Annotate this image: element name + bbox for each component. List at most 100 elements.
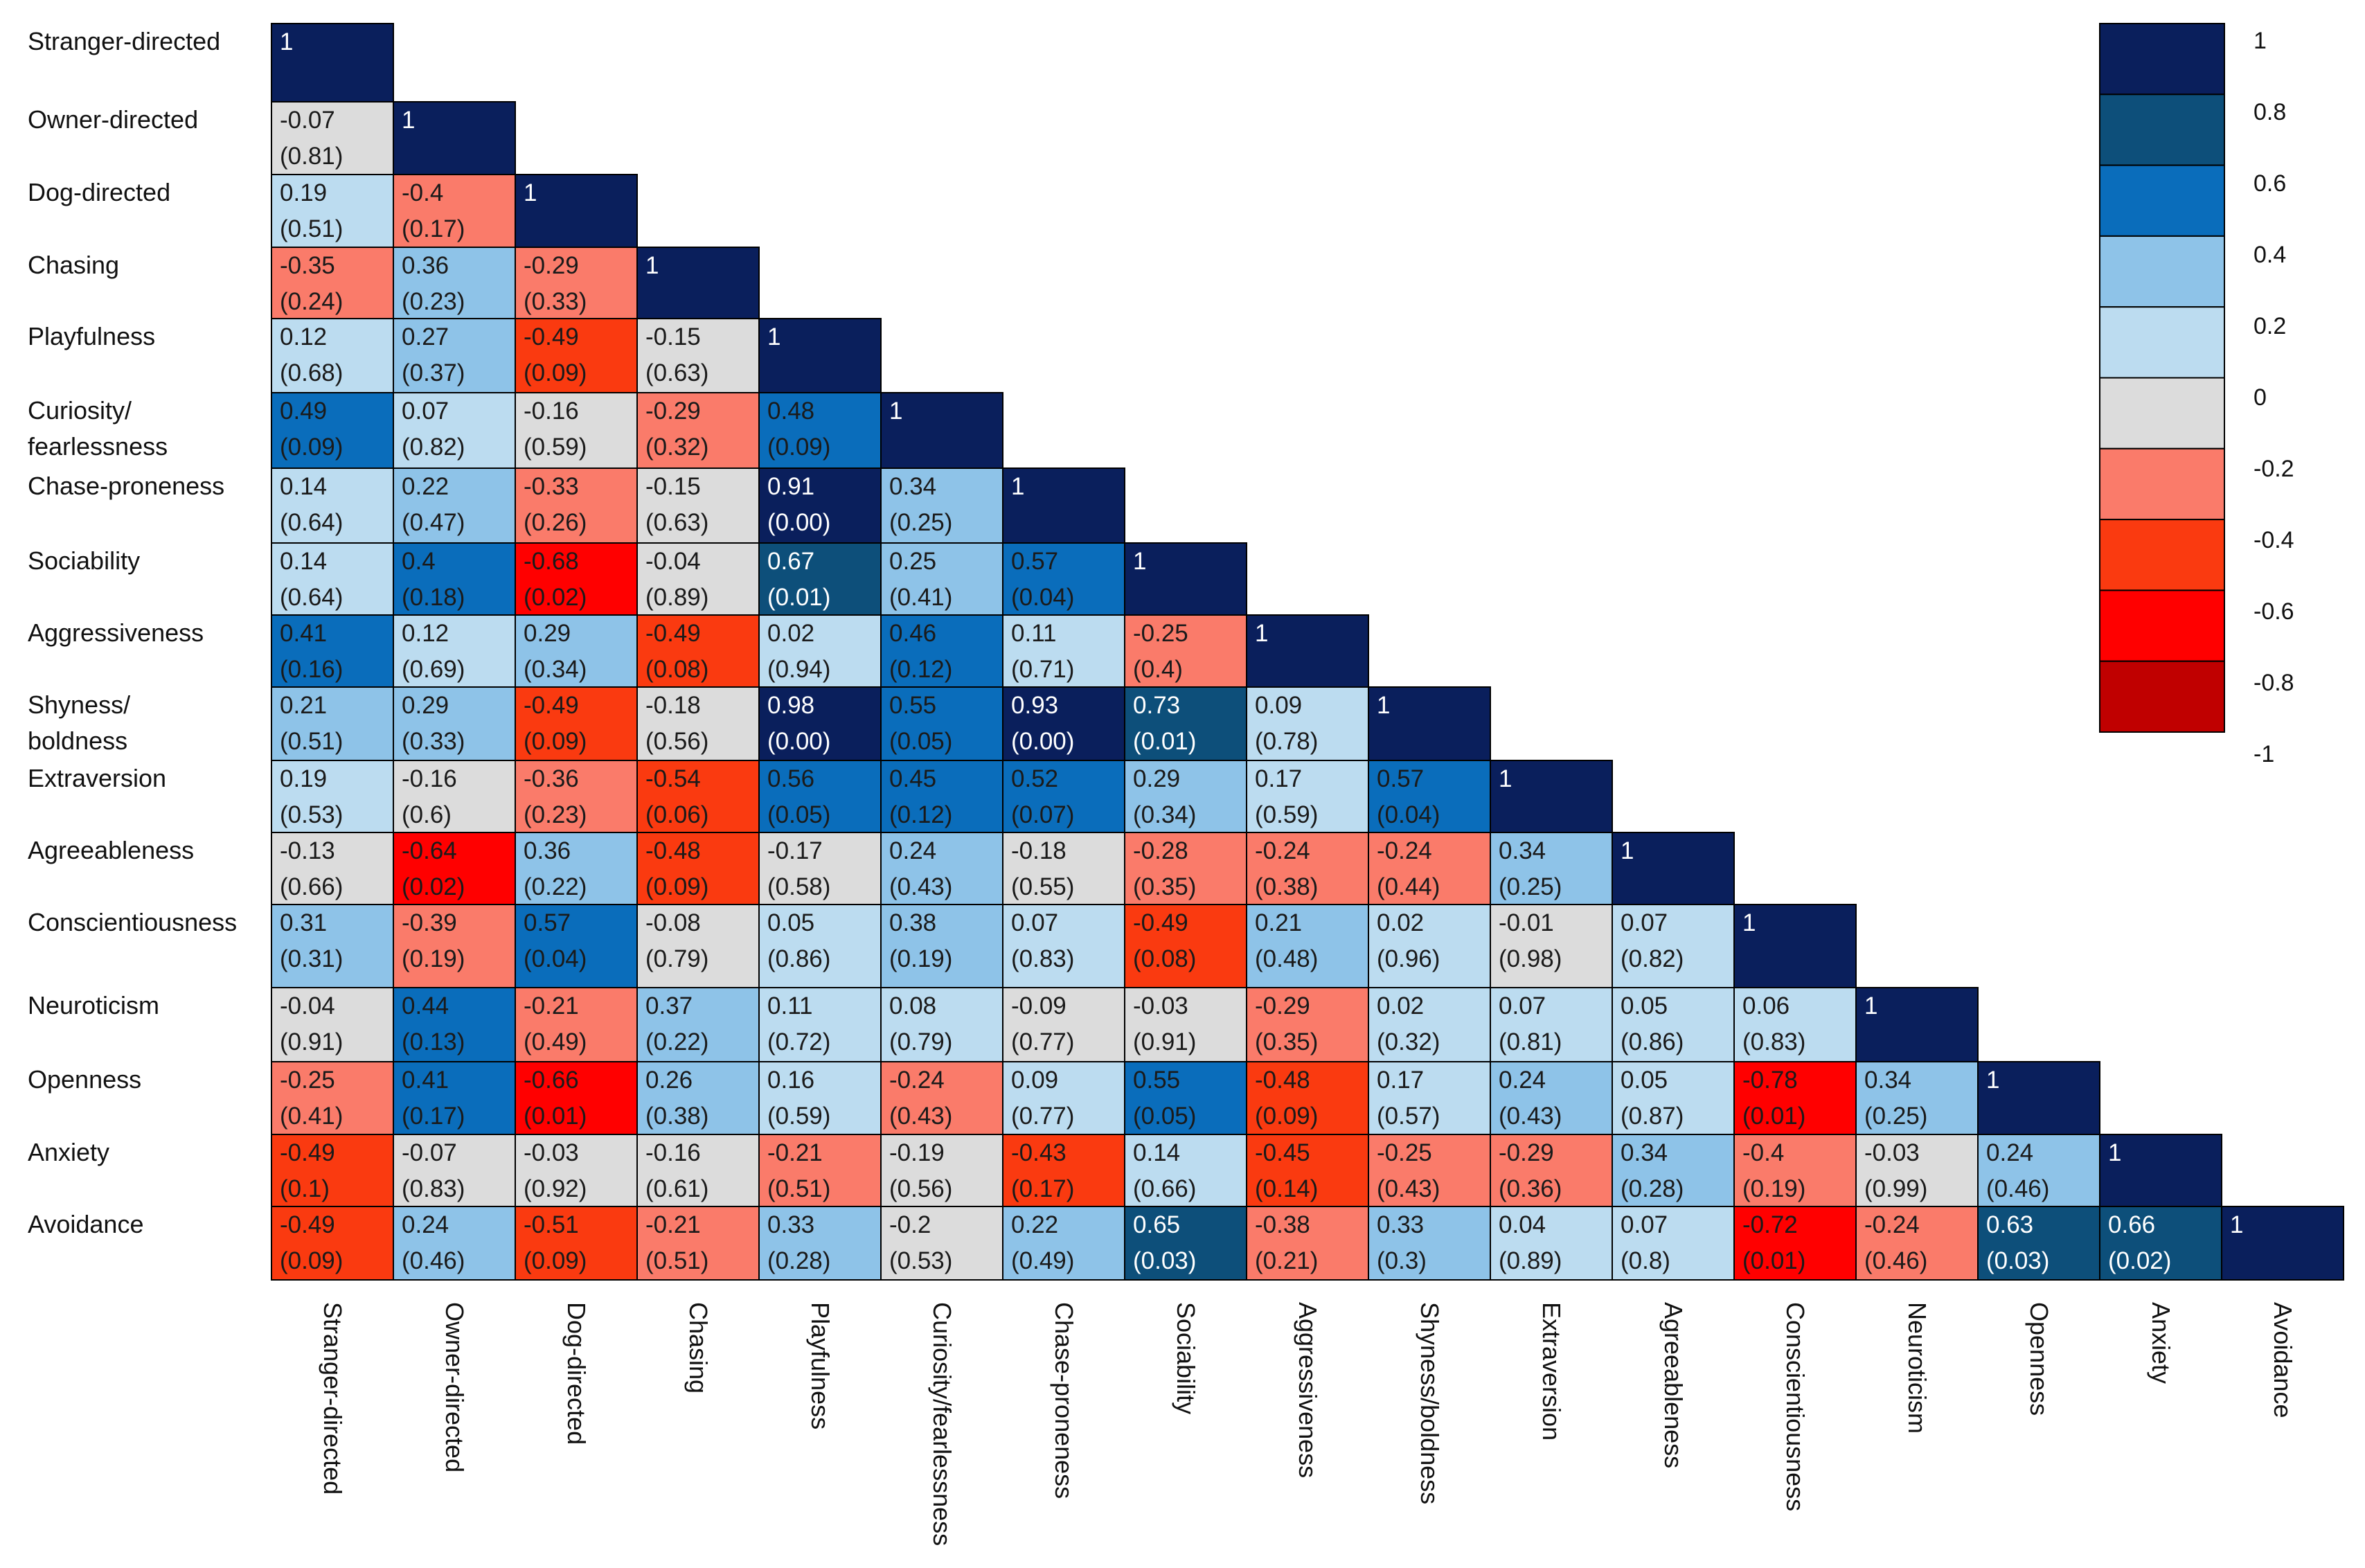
p-value-label: (0.09) <box>280 434 343 461</box>
p-value-label: (0.18) <box>402 584 465 611</box>
correlation-label: 0.07 <box>1011 909 1058 936</box>
diagonal-cell <box>1977 1061 2100 1135</box>
correlation-label: 0.4 <box>402 548 436 575</box>
legend-swatch <box>2099 660 2225 733</box>
correlation-label: -0.49 <box>280 1211 335 1238</box>
p-value-label: (0.43) <box>1499 1103 1562 1130</box>
heatmap-cell <box>515 392 638 469</box>
heatmap-cell <box>880 760 1003 833</box>
row-label: Curiosity/ <box>28 396 132 425</box>
p-value-label: (0.24) <box>280 288 343 315</box>
p-value-label: (0.38) <box>1255 873 1318 900</box>
correlation-label: -0.49 <box>524 692 579 719</box>
heatmap-cell <box>1368 904 1491 988</box>
correlation-label: 0.24 <box>402 1211 449 1238</box>
p-value-label: (0.72) <box>767 1028 830 1055</box>
heatmap-cell <box>1002 832 1125 905</box>
heatmap-cell <box>271 174 394 248</box>
row-label: Conscientiousness <box>28 908 237 936</box>
heatmap-cell <box>2099 1206 2222 1281</box>
heatmap-cell <box>1368 832 1491 905</box>
correlation-label: 0.12 <box>280 323 327 350</box>
diagonal-label: 1 <box>1742 909 1756 936</box>
p-value-label: (0.28) <box>767 1247 830 1274</box>
row-label: Aggressiveness <box>28 618 204 647</box>
correlation-label: -0.24 <box>1255 837 1310 864</box>
correlation-label: 0.98 <box>767 692 814 719</box>
p-value-label: (0.19) <box>1742 1175 1805 1202</box>
heatmap-cell <box>636 832 760 905</box>
correlation-label: 0.06 <box>1742 992 1790 1019</box>
diagonal-label: 1 <box>1133 548 1146 575</box>
p-value-label: (0.59) <box>1255 801 1318 828</box>
correlation-label: 0.07 <box>1499 992 1546 1019</box>
p-value-label: (0.23) <box>524 801 587 828</box>
p-value-label: (0.44) <box>1377 873 1440 900</box>
heatmap-cell <box>1002 904 1125 988</box>
heatmap-cell <box>758 987 882 1062</box>
heatmap-cell <box>1246 686 1369 761</box>
heatmap-cell <box>1246 987 1369 1062</box>
heatmap-cell <box>758 686 882 761</box>
row-label: Sociability <box>28 546 140 575</box>
p-value-label: (0.09) <box>645 873 708 900</box>
diagonal-label: 1 <box>889 398 902 425</box>
heatmap-cell <box>1002 614 1125 688</box>
p-value-label: (0.03) <box>1986 1247 2049 1274</box>
heatmap-cell <box>271 904 394 988</box>
row-label: fearlessness <box>28 432 168 461</box>
p-value-label: (0.71) <box>1011 656 1074 683</box>
correlation-label: -0.09 <box>1011 992 1067 1019</box>
heatmap-cell <box>1612 987 1735 1062</box>
p-value-label: (0.99) <box>1864 1175 1927 1202</box>
diagonal-label: 1 <box>1621 837 1634 864</box>
p-value-label: (0.82) <box>402 434 465 461</box>
correlation-label: -0.04 <box>280 992 335 1019</box>
diagonal-label: 1 <box>1986 1067 1999 1094</box>
p-value-label: (0.43) <box>889 873 952 900</box>
heatmap-cell <box>1490 904 1613 988</box>
heatmap-cell <box>1490 1134 1613 1207</box>
p-value-label: (0.34) <box>524 656 587 683</box>
p-value-label: (0.83) <box>1011 945 1074 972</box>
heatmap-cell <box>271 832 394 905</box>
correlation-label: -0.45 <box>1255 1139 1310 1166</box>
p-value-label: (0.33) <box>524 288 587 315</box>
p-value-label: (0.38) <box>645 1103 708 1130</box>
diagonal-cell <box>1368 686 1491 761</box>
p-value-label: (0.66) <box>280 873 343 900</box>
heatmap-cell <box>1124 1061 1247 1135</box>
p-value-label: (0.82) <box>1621 945 1684 972</box>
correlation-label: 0.34 <box>1864 1067 1911 1094</box>
p-value-label: (0.05) <box>889 728 952 755</box>
p-value-label: (0.63) <box>645 359 708 386</box>
column-label: Shyness/boldness <box>1416 1302 1444 1504</box>
correlation-label: -0.07 <box>280 107 335 134</box>
correlation-label: 0.31 <box>280 909 327 936</box>
heatmap-cell <box>515 686 638 761</box>
correlation-label: -0.13 <box>280 837 335 864</box>
p-value-label: (0.61) <box>645 1175 708 1202</box>
p-value-label: (0.02) <box>524 584 587 611</box>
heatmap-cell <box>1490 1206 1613 1281</box>
heatmap-cell <box>880 904 1003 988</box>
correlation-label: 0.07 <box>1621 909 1668 936</box>
heatmap-cell <box>1733 1206 1857 1281</box>
p-value-label: (0.64) <box>280 584 343 611</box>
correlation-label: 0.19 <box>280 179 327 206</box>
correlation-label: 0.24 <box>1499 1067 1546 1094</box>
correlation-label: 0.33 <box>1377 1211 1424 1238</box>
p-value-label: (0.32) <box>1377 1028 1440 1055</box>
correlation-label: -0.16 <box>645 1139 701 1166</box>
correlation-label: 0.02 <box>1377 992 1424 1019</box>
correlation-label: 0.12 <box>402 620 449 647</box>
p-value-label: (0.08) <box>1133 945 1196 972</box>
column-label: Curiosity/fearlessness <box>928 1302 956 1546</box>
p-value-label: (0.13) <box>402 1028 465 1055</box>
p-value-label: (0.56) <box>889 1175 952 1202</box>
heatmap-cell <box>515 904 638 988</box>
heatmap-cell <box>636 392 760 469</box>
correlation-label: 0.73 <box>1133 692 1180 719</box>
correlation-label: 0.37 <box>645 992 693 1019</box>
row-label: Shyness/ <box>28 691 130 719</box>
